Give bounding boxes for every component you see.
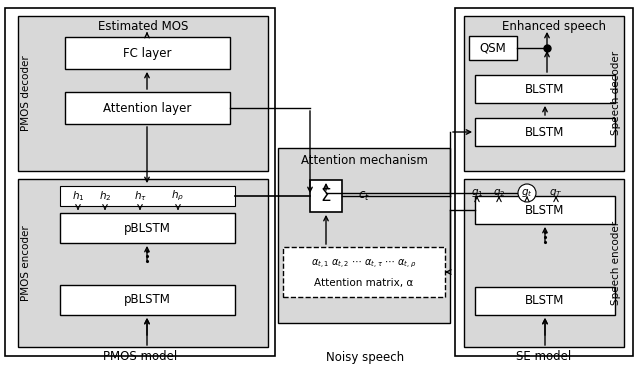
Text: Enhanced speech: Enhanced speech [502, 20, 606, 32]
Text: $g_2$: $g_2$ [493, 187, 505, 199]
Text: Estimated MOS: Estimated MOS [98, 20, 188, 32]
Circle shape [518, 184, 536, 202]
Text: Noisy speech: Noisy speech [326, 351, 404, 363]
Bar [310, 180, 342, 212]
Text: $g_1$: $g_1$ [470, 187, 483, 199]
Text: $c_t$: $c_t$ [358, 189, 370, 203]
Bar [475, 75, 615, 103]
Bar [65, 37, 230, 69]
Text: BLSTM: BLSTM [525, 203, 564, 217]
Bar [18, 16, 268, 171]
Bar [475, 287, 615, 315]
Bar [283, 247, 445, 297]
Bar [65, 92, 230, 124]
Text: $g_t$: $g_t$ [521, 187, 533, 199]
Bar [278, 148, 450, 323]
Bar [5, 8, 275, 356]
Bar [455, 8, 633, 356]
Text: BLSTM: BLSTM [525, 294, 564, 307]
Bar [60, 186, 235, 206]
Text: QSM: QSM [479, 41, 506, 55]
Text: PMOS decoder: PMOS decoder [21, 55, 31, 131]
Text: Speech decoder: Speech decoder [611, 51, 621, 135]
Text: Attention mechanism: Attention mechanism [301, 154, 428, 166]
Text: pBLSTM: pBLSTM [124, 293, 170, 307]
Text: BLSTM: BLSTM [525, 125, 564, 138]
Text: Attention matrix, α: Attention matrix, α [314, 278, 413, 288]
Bar [475, 196, 615, 224]
Bar [464, 16, 624, 171]
Bar [475, 118, 615, 146]
Bar [18, 179, 268, 347]
Bar [60, 285, 235, 315]
Bar [469, 36, 517, 60]
Text: $g_T$: $g_T$ [549, 187, 563, 199]
Text: pBLSTM: pBLSTM [124, 221, 170, 235]
Text: BLSTM: BLSTM [525, 83, 564, 96]
Text: Σ: Σ [321, 187, 332, 205]
Text: Attention layer: Attention layer [103, 101, 191, 114]
Text: PMOS encoder: PMOS encoder [21, 225, 31, 301]
Text: $h_\rho$: $h_\rho$ [172, 189, 184, 203]
Text: FC layer: FC layer [123, 46, 172, 59]
Text: SE model: SE model [516, 351, 572, 363]
Text: Speech encoder: Speech encoder [611, 221, 621, 305]
Text: $\alpha_{t,1}$ $\alpha_{t,2}$ $\cdots$ $\alpha_{t,\tau}$ $\cdots$ $\alpha_{t,\rh: $\alpha_{t,1}$ $\alpha_{t,2}$ $\cdots$ $… [311, 258, 417, 270]
Text: $h_1$: $h_1$ [72, 189, 84, 203]
Text: $h_\tau$: $h_\tau$ [134, 189, 147, 203]
Bar [464, 179, 624, 347]
Text: $h_2$: $h_2$ [99, 189, 111, 203]
Text: PMOS model: PMOS model [103, 351, 177, 363]
Bar [60, 213, 235, 243]
